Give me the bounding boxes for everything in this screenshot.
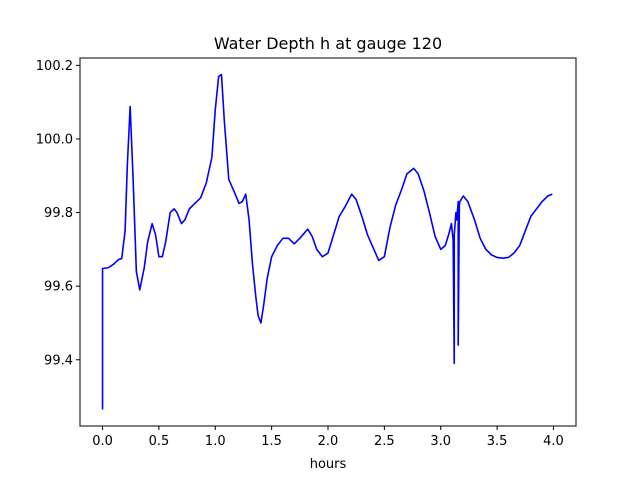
y-tick-label: 100.2 [36,59,73,74]
y-tick-label: 99.8 [44,206,73,221]
x-tick-label: 3.5 [487,434,508,449]
y-tick-label: 99.6 [44,280,73,295]
x-axis: 0.0 0.5 1.0 1.5 2.0 2.5 3.0 3.5 4.0 [92,426,564,449]
x-axis-label: hours [310,457,347,472]
x-tick-label: 4.0 [543,434,564,449]
y-axis: 99.4 99.6 99.8 100.0 100.2 [36,59,80,368]
chart-title: Water Depth h at gauge 120 [214,34,442,53]
y-tick-label: 99.4 [44,353,73,368]
x-tick-label: 1.5 [261,434,282,449]
series-line-water-depth [101,73,553,410]
x-tick-label: 2.0 [318,434,339,449]
x-tick-label: 1.0 [205,434,226,449]
x-tick-label: 2.5 [374,434,395,449]
x-tick-label: 3.0 [430,434,451,449]
x-tick-label: 0.0 [92,434,113,449]
x-tick-label: 0.5 [149,434,170,449]
y-tick-label: 100.0 [36,132,73,147]
